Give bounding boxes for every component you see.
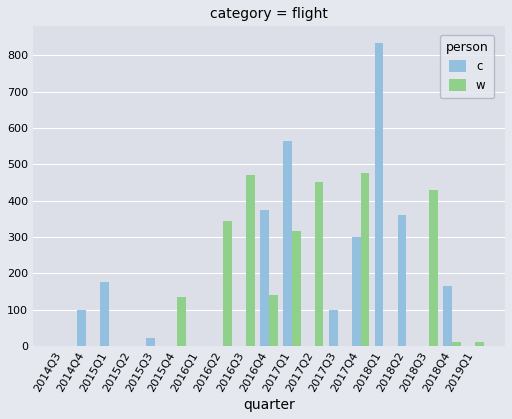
Bar [223,220,232,346]
Bar [429,190,438,346]
Bar [315,182,324,346]
Bar [260,210,269,346]
Bar [178,297,186,346]
Bar [443,286,452,346]
Bar [352,237,360,346]
Bar [375,43,383,346]
Bar [77,310,86,346]
X-axis label: quarter: quarter [243,398,295,412]
Bar [329,310,337,346]
Legend: c, w: c, w [440,35,495,98]
Bar [398,215,406,346]
Bar [100,282,109,346]
Bar [246,175,255,346]
Bar [146,338,155,346]
Bar [360,173,369,346]
Bar [269,295,278,346]
Bar [475,342,484,346]
Bar [283,141,292,346]
Bar [292,231,301,346]
Title: category = flight: category = flight [210,7,328,21]
Bar [452,342,461,346]
